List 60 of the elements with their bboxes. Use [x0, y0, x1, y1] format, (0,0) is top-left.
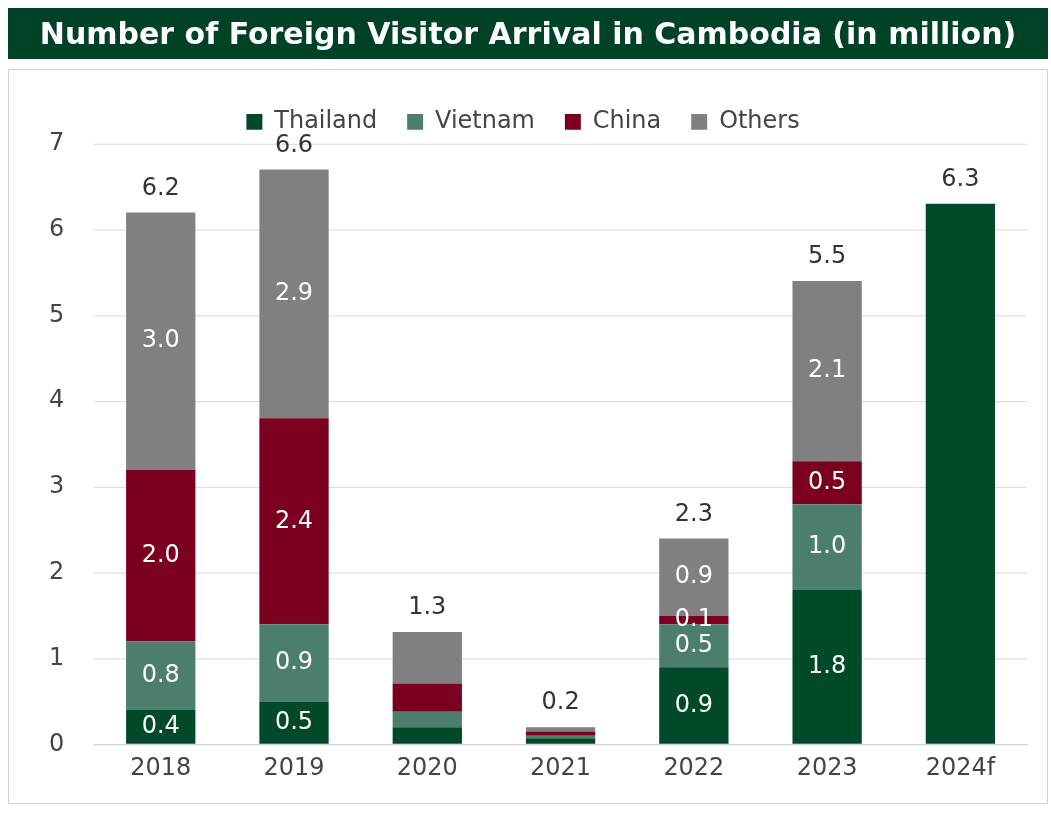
- x-tick-label: 2024f: [925, 752, 996, 781]
- total-label: 2.3: [674, 498, 713, 527]
- data-label: 1.8: [808, 651, 847, 680]
- bar: [792, 504, 862, 590]
- bar: [525, 731, 596, 736]
- data-label: 3.0: [141, 325, 180, 354]
- x-tick-label: 2022: [663, 752, 725, 781]
- data-label: 0.9: [274, 647, 314, 676]
- data-label: 2.4: [274, 505, 314, 534]
- y-tick-label: 7: [48, 128, 65, 157]
- bar: [392, 727, 462, 744]
- y-tick-label: 5: [48, 299, 65, 328]
- bar: [792, 281, 862, 462]
- x-tick-label: 2021: [530, 752, 592, 781]
- x-tick-label: 2018: [130, 752, 192, 781]
- legend-label: Others: [719, 106, 800, 135]
- data-label: 2.0: [141, 539, 180, 568]
- total-label: 1.3: [408, 592, 447, 621]
- bar: [259, 624, 329, 702]
- data-label: 0.9: [674, 689, 713, 718]
- chart-title: Number of Foreign Visitor Arrival in Cambodia (in million): [8, 8, 1048, 59]
- data-label: 0.4: [141, 711, 180, 740]
- bar: [392, 683, 462, 712]
- x-tick-label: 2023: [796, 752, 858, 781]
- bar: [392, 631, 462, 684]
- bar: [126, 641, 196, 711]
- y-tick-label: 6: [48, 213, 65, 242]
- y-tick-label: 4: [48, 385, 65, 414]
- x-tick-label: 2020: [396, 752, 458, 781]
- bar: [259, 701, 329, 744]
- y-tick-label: 3: [48, 471, 65, 500]
- data-label: 0.5: [274, 706, 314, 735]
- total-label: 6.2: [141, 172, 180, 201]
- bar: [259, 169, 329, 419]
- bar: [126, 212, 196, 470]
- bar: [925, 203, 996, 744]
- bar: [525, 738, 596, 744]
- bar: [659, 667, 729, 744]
- total-label: 0.2: [541, 687, 580, 716]
- data-label: 0.5: [808, 466, 847, 495]
- legend-label: China: [592, 106, 662, 135]
- data-label: 2.9: [274, 278, 314, 307]
- total-label: 6.3: [941, 164, 980, 193]
- bar: [525, 727, 596, 732]
- y-tick-label: 0: [48, 728, 65, 757]
- total-label: 5.5: [808, 241, 847, 270]
- bar: [259, 418, 329, 625]
- bar: [392, 711, 462, 728]
- data-label: 2.1: [808, 355, 847, 384]
- y-tick-label: 1: [48, 642, 65, 671]
- y-tick-label: 2: [48, 557, 65, 585]
- legend-label: Vietnam: [435, 106, 535, 135]
- data-label: 0.9: [674, 561, 713, 590]
- bar: [792, 589, 862, 744]
- bar: [126, 469, 196, 642]
- data-label: 1.0: [808, 531, 847, 560]
- bar: [792, 461, 862, 505]
- data-label: 0.8: [141, 659, 180, 688]
- data-label: 0.5: [674, 629, 713, 658]
- x-tick-label: 2019: [263, 752, 325, 781]
